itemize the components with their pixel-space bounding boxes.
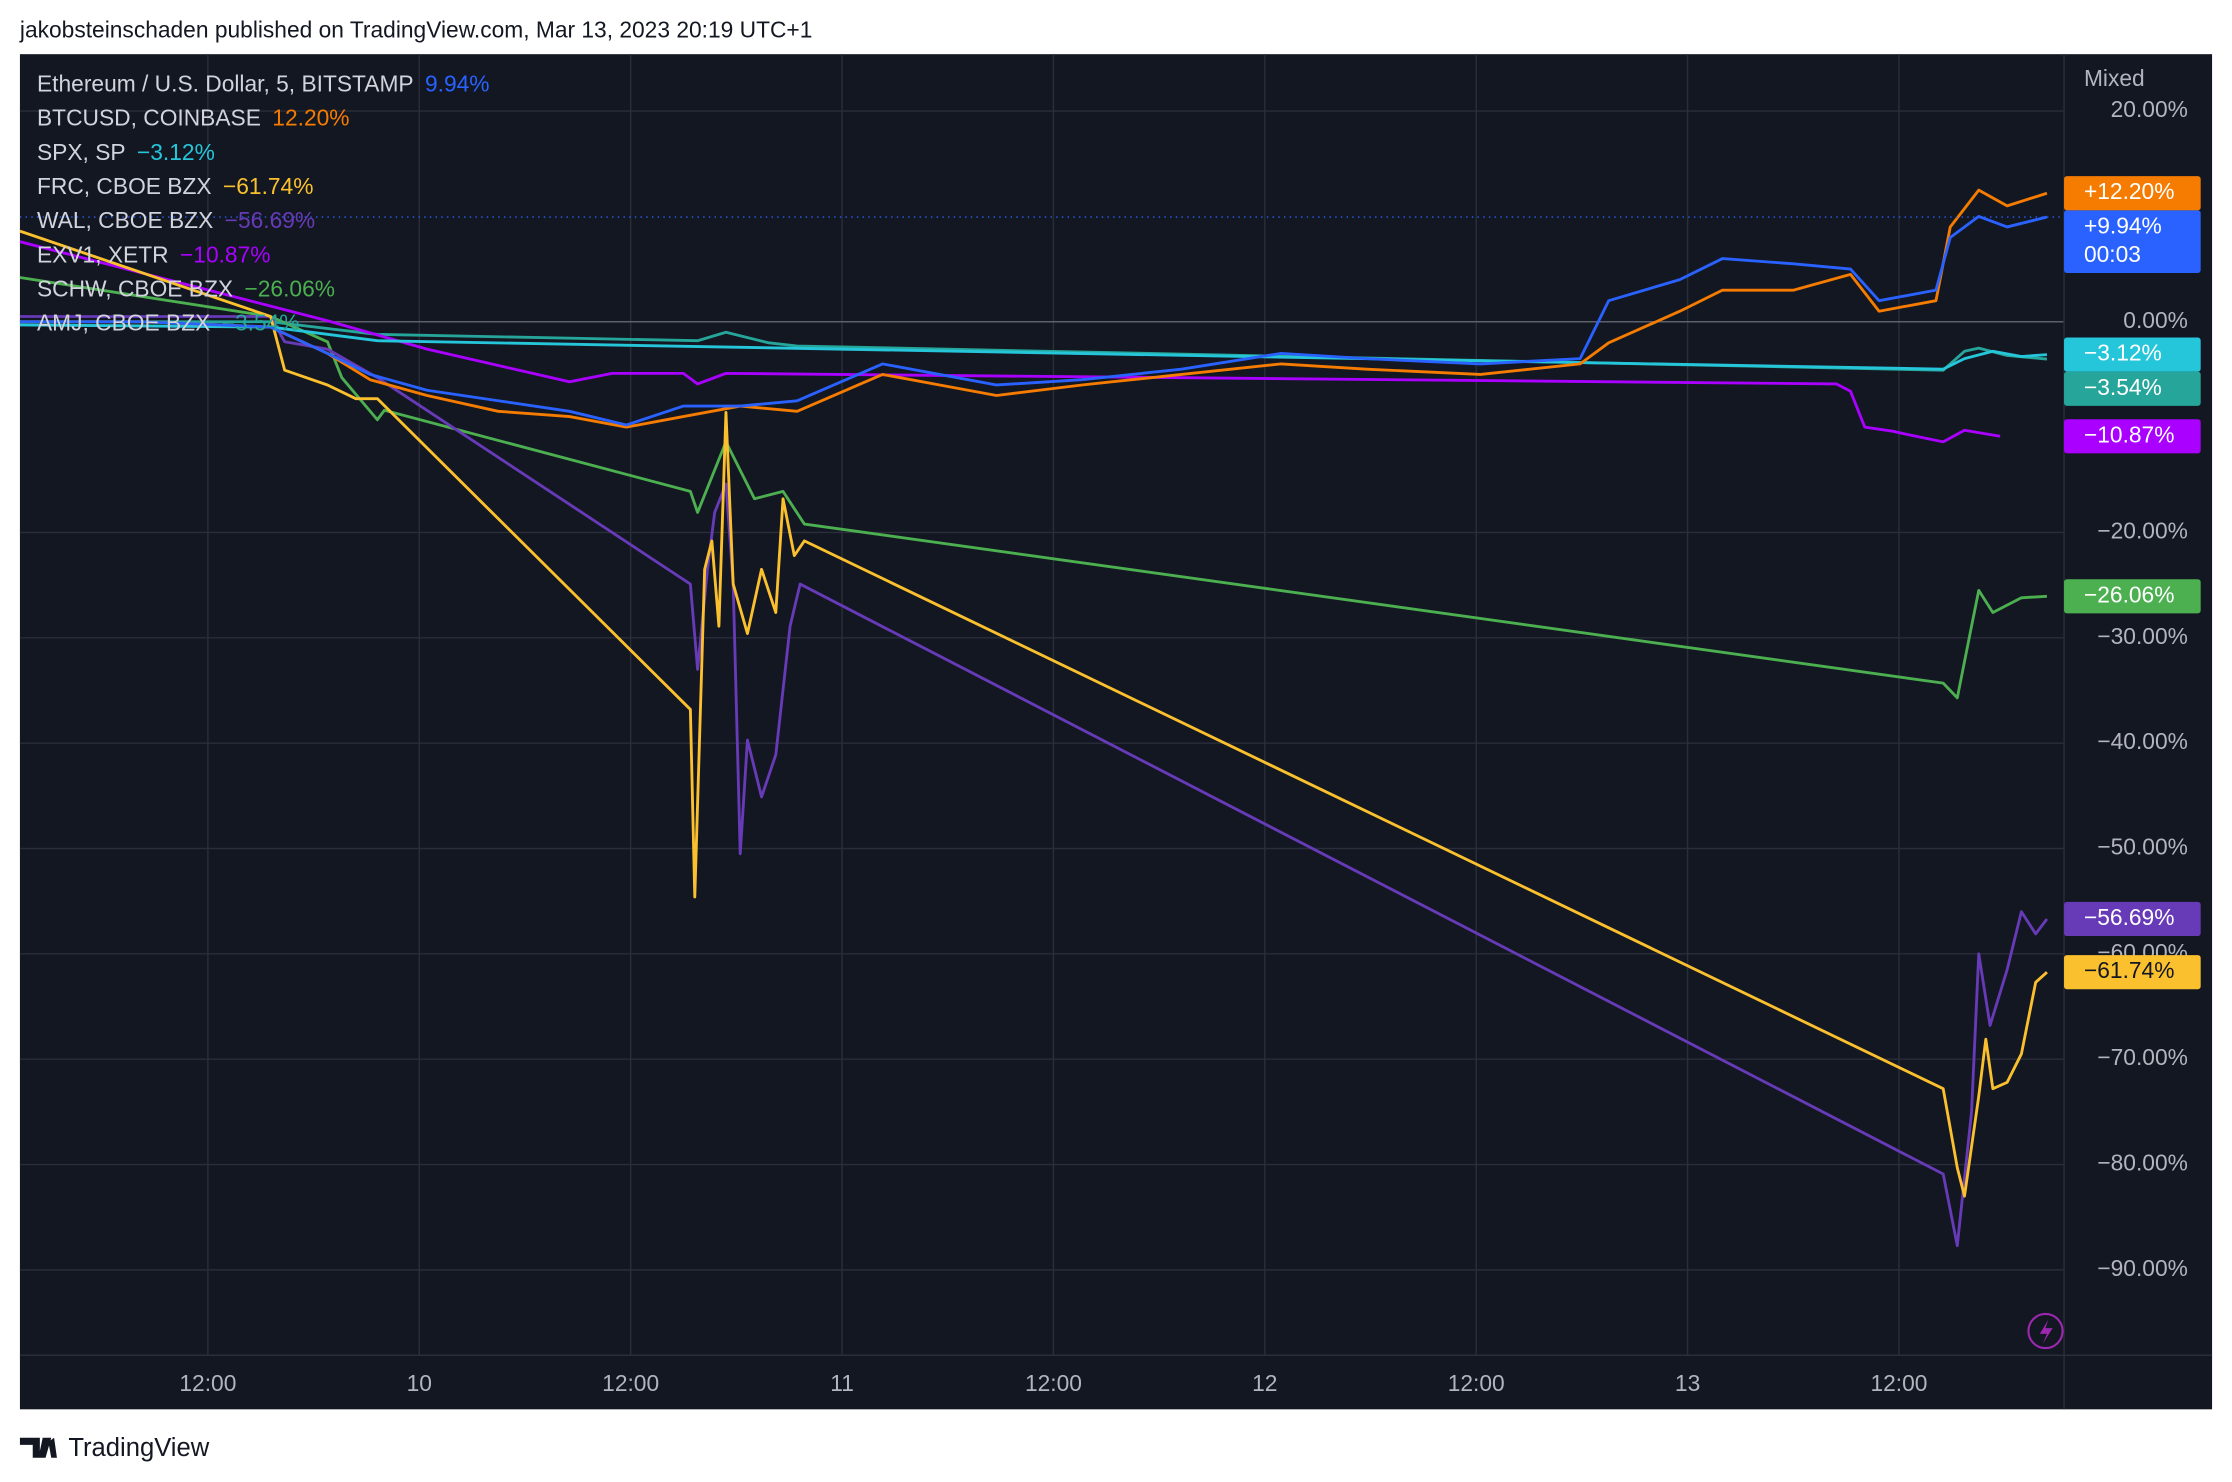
legend-name: BTCUSD, COINBASE [37,105,261,131]
legend-name: FRC, CBOE BZX [37,173,212,199]
legend-name: EXV1, XETR [37,241,169,267]
x-tick-label: 12:00 [602,1370,659,1396]
price-label-box [2064,419,2201,454]
lightning-icon[interactable] [2027,1312,2064,1350]
legend-entry: SPX, SP −3.12% [37,139,215,165]
price-label-box [2064,176,2201,211]
series-line [19,240,2001,444]
y-tick-label: −80.00% [2097,1150,2188,1176]
header: jakobsteinschaden published on TradingVi… [19,16,812,42]
legend-value: −3.12% [137,139,215,165]
legend-value: −26.06% [244,275,335,301]
x-tick-label: 10 [407,1370,432,1396]
x-tick-label: 12 [1252,1370,1277,1396]
price-label-box [2064,371,2201,406]
legend-entry: FRC, CBOE BZX −61.74% [37,173,313,199]
series-line [19,315,2049,1248]
price-label: −56.69% [2084,904,2175,930]
logo-mark [19,1437,57,1458]
scale-mode[interactable]: Mixed [2084,65,2145,91]
legend-value: −56.69% [225,207,316,233]
price-label: −3.12% [2084,340,2162,366]
legend-entry: AMJ, CBOE BZX −3.54% [37,310,300,336]
price-label-box [2064,955,2201,990]
y-tick-label: −40.00% [2097,728,2188,754]
price-label: −61.74% [2084,957,2175,983]
legend-value: −3.54% [222,310,300,336]
y-tick-label: −90.00% [2097,1255,2188,1281]
legend-name: Ethereum / U.S. Dollar, 5, BITSTAMP [37,71,414,97]
price-label-box [2064,210,2201,273]
price-label: +12.20% [2084,178,2175,204]
x-tick-label: 11 [830,1370,854,1396]
price-label-box [2064,337,2201,372]
y-tick-label: −20.00% [2097,517,2188,543]
y-tick-label: −50.00% [2097,834,2188,860]
price-label: −3.54% [2084,374,2162,400]
legend-entry: BTCUSD, COINBASE 12.20% [37,105,350,131]
legend-name: SCHW, CBOE BZX [37,275,233,301]
price-labels: +12.20% +9.94% 00:03 −3.12% −3.54% −10.87% −26… [2064,176,2201,990]
chart-background [19,54,2213,1410]
footer: TradingView [68,1434,209,1462]
icon-ring [2027,1312,2064,1350]
legend-name: WAL, CBOE BZX [37,207,213,233]
series-line [19,323,2048,371]
series-line [19,214,2048,427]
legend-value: −61.74% [223,173,314,199]
grid [19,54,2065,1356]
price-label-box [2064,579,2201,614]
legend-value: 12.20% [272,105,349,131]
y-tick-label: 20.00% [2111,96,2188,122]
series-line [19,320,2048,372]
axes: 12:00 10 12:00 11 12:00 12 12:00 13 12:00 20.00% 0… [179,96,2187,1396]
legend-entry: WAL, CBOE BZX −56.69% [37,207,315,233]
y-tick-label: 0.00% [2123,307,2188,333]
plot [19,188,2065,1248]
legend-value: 9.94% [425,71,490,97]
series-line [19,276,2048,700]
y-tick-label: −30.00% [2097,623,2188,649]
legend-entry: EXV1, XETR −10.87% [37,241,270,267]
x-tick-label: 12:00 [1448,1370,1505,1396]
x-tick-label: 12:00 [1870,1370,1927,1396]
legend-entry: Ethereum / U.S. Dollar, 5, BITSTAMP 9.94% [37,71,490,97]
price-label: +9.94% [2084,212,2162,238]
series-line [19,188,2048,429]
price-label: −10.87% [2084,421,2175,447]
footer-logo: TradingView [19,1434,210,1462]
countdown: 00:03 [2084,241,2141,267]
icon-bolt [2039,1319,2053,1344]
y-tick-label: −70.00% [2097,1044,2188,1070]
series-line [19,229,2048,1198]
legend-name: SPX, SP [37,139,126,165]
price-label-box [2064,901,2201,937]
x-tick-label: 12:00 [179,1370,236,1396]
price-label: −26.06% [2084,581,2175,607]
legend-value: −10.87% [180,241,271,267]
legend-name: AMJ, CBOE BZX [37,310,210,336]
x-tick-label: 13 [1675,1370,1700,1396]
legend-entry: SCHW, CBOE BZX −26.06% [37,275,335,301]
legend: Ethereum / U.S. Dollar, 5, BITSTAMP 9.94%… [37,71,490,336]
x-tick-label: 12:00 [1025,1370,1082,1396]
